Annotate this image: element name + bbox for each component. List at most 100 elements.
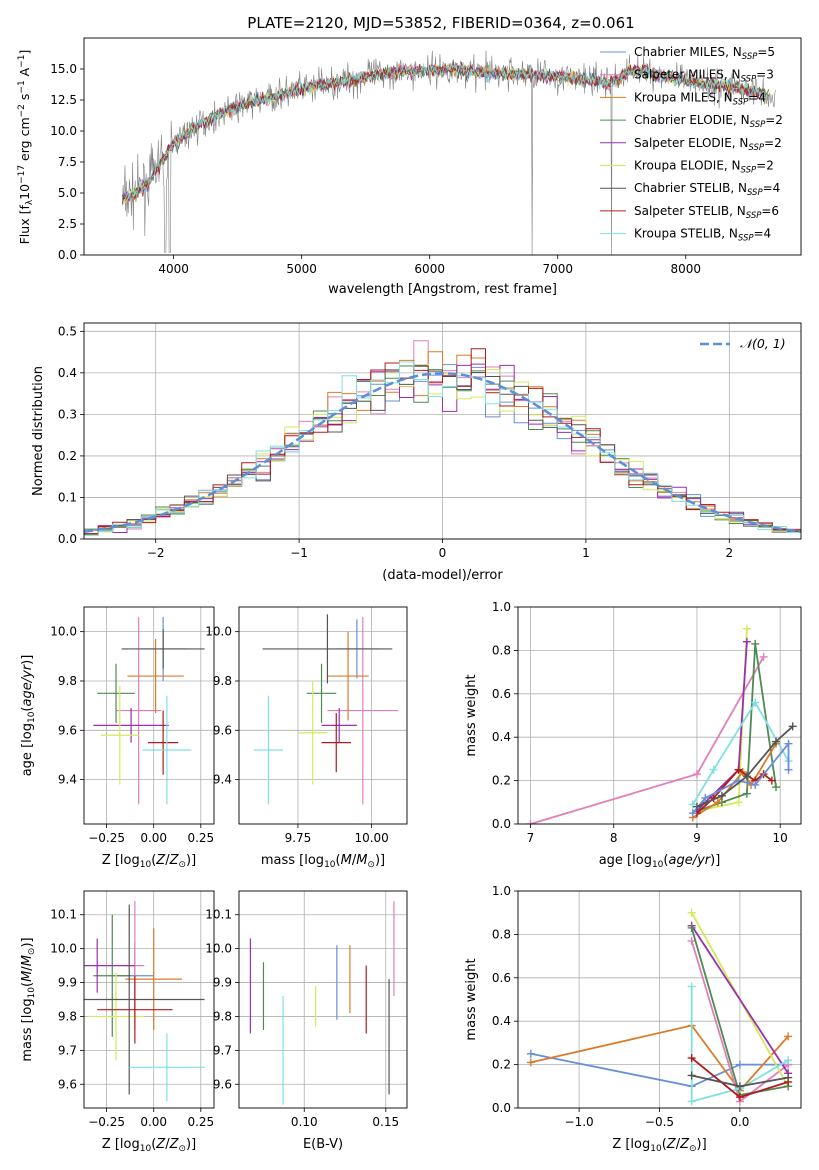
x-tick-label: 6000: [414, 262, 445, 276]
y-tick-label: 12.5: [50, 93, 77, 107]
label-part: =4: [763, 181, 781, 195]
label-part: =4: [754, 227, 772, 241]
weight-line: [692, 700, 790, 805]
y-tick-label: 0.4: [58, 366, 77, 380]
label-part: M: [20, 955, 35, 966]
y-tick-label: 9.6: [58, 1077, 77, 1091]
label-part: Z: [155, 1137, 166, 1152]
label-part: 10: [140, 1144, 152, 1154]
x-axis-label: Z [log10(Z/Z⊙)]: [102, 1137, 196, 1154]
legend: Chabrier MILES, N SSP =5 Salpeter MILES, NS…: [600, 45, 783, 244]
label-part: 10: [652, 860, 664, 870]
label-part: Kroupa MILES, N: [634, 90, 733, 104]
y-tick-label: 0.4: [492, 730, 511, 744]
legend-label: Salpeter STELIB, NSSP=6: [634, 204, 779, 221]
y-tick-label: 9.4: [58, 773, 77, 787]
plot-area: [84, 340, 801, 536]
y-tick-label: 10.1: [205, 908, 232, 922]
y-tick-label: 0.4: [492, 1014, 511, 1028]
axes-spectrum: 4000 5000 6000 7000 8000 0.0 2.5 5.0 7.5 10.0 12.5…: [17, 37, 802, 297]
label-part: age/yr: [668, 853, 711, 868]
x-tick-label: 0.25: [187, 831, 214, 845]
legend-label: Kroupa ELODIE, NSSP=2: [634, 159, 774, 176]
label-part: 10: [140, 860, 152, 870]
y-tick-label: 0.2: [58, 449, 77, 463]
label-part: (: [662, 1137, 667, 1152]
y-tick-label: 0.0: [492, 1101, 511, 1115]
y-tick-label: 0.6: [492, 687, 511, 701]
axes-frame: [517, 606, 802, 825]
y-tick-label: 7.5: [58, 155, 77, 169]
plot-area: [249, 901, 395, 1105]
label-part: Chabrier MILES, N: [634, 45, 742, 59]
x-tick-label: −0.25: [88, 1115, 125, 1129]
y-tick-label: 10.0: [50, 124, 77, 138]
label-part: Z: [169, 853, 180, 868]
y-tick-label: 9.7: [213, 1043, 232, 1057]
x-tick-label: −1: [290, 546, 308, 560]
y-tick-label: 10.0: [205, 942, 232, 956]
x-tick-label: 0: [439, 546, 447, 560]
label-part: s: [17, 94, 32, 105]
model-line: [122, 61, 770, 201]
label-part: ⊙: [27, 948, 37, 956]
label-part: /: [20, 966, 35, 971]
label-part: =6: [761, 204, 779, 218]
label-part: Z [log: [612, 1137, 650, 1152]
y-tick-label: 9.6: [58, 723, 77, 737]
y-axis-label: Normed distribution: [31, 366, 46, 496]
label-part: SSP: [741, 75, 757, 85]
x-tick-label: −0.5: [645, 1115, 674, 1129]
label-part: )]: [186, 1137, 196, 1152]
model-line: [122, 62, 770, 202]
label-part: )]: [710, 853, 720, 868]
label-part: SSP: [750, 120, 766, 130]
y-axis-label: Flux [fλ10−17 erg cm−2 s−1 A−1]: [17, 50, 35, 245]
legend-label: Salpeter MILES, NSSP=3: [634, 68, 774, 85]
label-part: /: [165, 1137, 170, 1152]
weight-line: [696, 643, 777, 812]
label-part: −1: [17, 80, 27, 93]
y-tick-label: 9.7: [58, 1043, 77, 1057]
label-part: erg cm: [17, 117, 32, 165]
x-tick-label: 9.75: [285, 831, 312, 845]
weight-line: [530, 656, 765, 824]
label-part: =5: [757, 45, 775, 59]
y-tick-label: 9.4: [213, 773, 232, 787]
figure-title: PLATE=2120, MJD=53852, FIBERID=0364, z=0…: [247, 14, 634, 32]
label-part: −17: [17, 165, 27, 184]
y-axis-label: mass weight: [464, 674, 479, 756]
axes-frame: [517, 890, 802, 1109]
legend-label: Kroupa MILES, NSSP=4: [634, 90, 766, 107]
axes-hist: −2 −1 0 1 2 0.0 0.1 0.2 0.3 0.4 0.5 (data-model)/er…: [31, 322, 802, 583]
label-part: λ: [25, 199, 35, 205]
y-tick-label: 0.1: [58, 490, 77, 504]
legend-label: Chabrier ELODIE, NSSP=2: [634, 113, 783, 130]
label-part: =2: [765, 113, 783, 127]
label-part: )]: [20, 655, 35, 665]
x-axis-label: mass [log10(M/M⊙)]: [261, 853, 385, 870]
y-tick-label: 10.0: [50, 942, 77, 956]
x-tick-label: −1.0: [565, 1115, 594, 1129]
weight-line: [696, 641, 748, 812]
label-part: SSP: [748, 143, 764, 153]
label-part: A: [17, 67, 32, 80]
y-axis-label: age [log10(age/yr)]: [20, 655, 37, 777]
y-tick-label: 5.0: [58, 186, 77, 200]
label-part: Kroupa STELIB, N: [634, 227, 738, 241]
y-tick-label: 1.0: [492, 884, 511, 898]
x-tick-label: 10.00: [354, 831, 388, 845]
legend-label: Kroupa STELIB, NSSP=4: [634, 227, 771, 244]
x-tick-label: 9: [693, 831, 701, 845]
label-part: (: [20, 982, 35, 987]
label-part: )]: [20, 937, 35, 947]
x-tick-label: 0.10: [291, 1115, 318, 1129]
weight-line: [690, 986, 789, 1103]
y-tick-label: 0.0: [58, 532, 77, 546]
y-tick-label: 9.8: [58, 1009, 77, 1023]
y-tick-label: 0.5: [58, 324, 77, 338]
x-tick-label: −2: [147, 546, 165, 560]
label-part: ⊙: [178, 1144, 186, 1154]
x-tick-label: 1: [582, 546, 590, 560]
